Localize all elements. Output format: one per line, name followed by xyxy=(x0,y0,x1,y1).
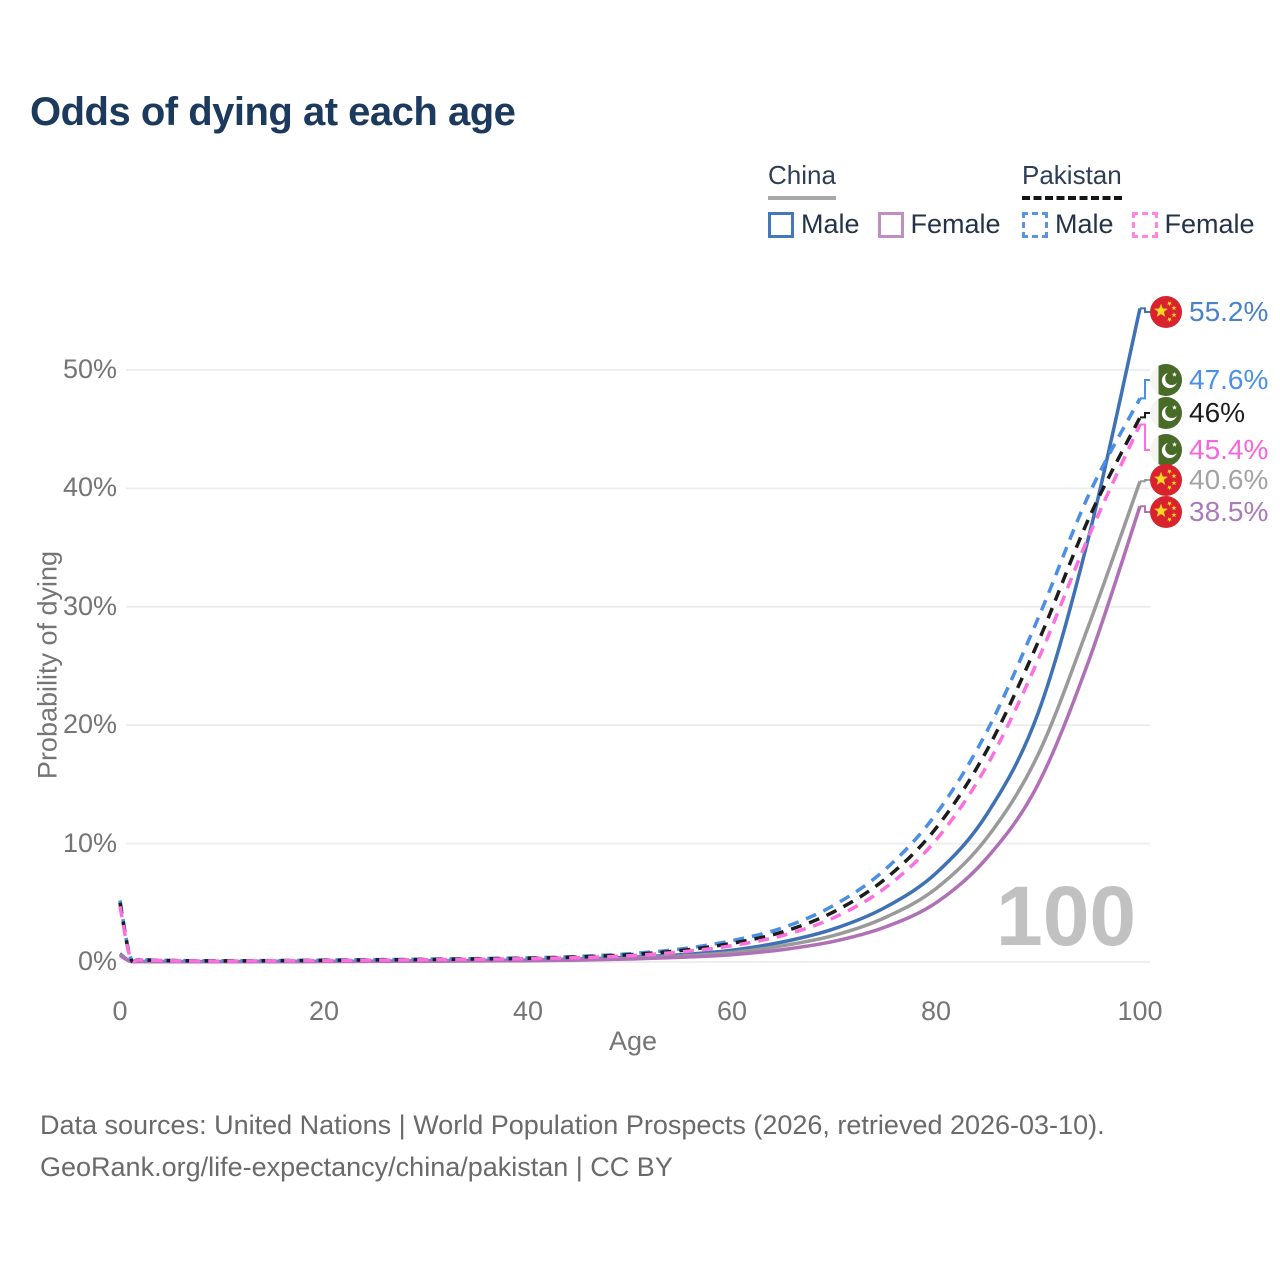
legend-group-pakistan: Pakistan Male Female xyxy=(1022,160,1273,240)
end-label-pakistan-male: 47.6% xyxy=(1150,364,1268,396)
page-title: Odds of dying at each age xyxy=(30,90,516,134)
legend-item-china-male[interactable]: Male xyxy=(768,209,860,240)
end-label-china-female: 38.5% xyxy=(1150,496,1268,528)
footer-license-line: GeoRank.org/life-expectancy/china/pakist… xyxy=(40,1152,673,1182)
label-connector xyxy=(1140,307,1150,313)
series-pakistan-female[interactable] xyxy=(118,423,1142,964)
label-connector xyxy=(1140,379,1150,400)
end-value: 55.2% xyxy=(1189,296,1269,327)
end-label-china-male: 55.2% xyxy=(1150,296,1268,328)
series-pakistan-male[interactable] xyxy=(118,397,1142,964)
x-tick-label: 80 xyxy=(920,996,952,1026)
legend-item-label: Female xyxy=(910,209,1001,239)
china-flag-icon xyxy=(1150,496,1182,528)
legend-heading-china: China xyxy=(768,160,836,200)
age-watermark: 100 xyxy=(996,869,1137,963)
pakistan-flag-icon xyxy=(1150,397,1182,429)
pakistan-male-swatch xyxy=(1022,211,1048,238)
y-tick-label: 50% xyxy=(62,354,117,384)
label-connector xyxy=(1140,479,1150,483)
y-axis-title: Probability of dying xyxy=(32,550,63,780)
end-value: 47.6% xyxy=(1189,364,1269,395)
china-female-swatch xyxy=(877,211,904,238)
legend-items-china: Male Female xyxy=(768,209,1019,240)
footer: Data sources: United Nations | World Pop… xyxy=(40,1104,1105,1188)
end-value: 45.4% xyxy=(1189,434,1269,465)
x-tick-label: 60 xyxy=(716,996,748,1026)
y-tick-label: 0% xyxy=(77,946,117,976)
legend-item-label: Female xyxy=(1164,209,1255,239)
x-tick-label: 20 xyxy=(308,996,340,1026)
china-flag-icon xyxy=(1150,296,1182,328)
label-connector xyxy=(1140,505,1150,513)
end-label-china-both: 40.6% xyxy=(1150,464,1268,496)
legend-item-pakistan-male[interactable]: Male xyxy=(1022,209,1114,240)
legend-heading-pakistan: Pakistan xyxy=(1022,160,1122,200)
end-label-pakistan-both: 46% xyxy=(1150,397,1245,429)
pakistan-female-swatch xyxy=(1131,211,1158,238)
y-tick-label: 30% xyxy=(62,590,117,621)
series-china-both[interactable] xyxy=(119,480,1142,964)
end-value: 46% xyxy=(1189,397,1246,428)
legend-item-china-female[interactable]: Female xyxy=(877,209,1001,240)
series-pakistan-both[interactable] xyxy=(118,416,1142,964)
end-value: 38.5% xyxy=(1189,496,1269,527)
china-flag-icon xyxy=(1150,464,1182,496)
pakistan-flag-icon xyxy=(1150,364,1182,396)
footer-source-line: Data sources: United Nations | World Pop… xyxy=(40,1110,1105,1140)
label-connector xyxy=(1140,412,1150,419)
series-china-male[interactable] xyxy=(118,308,1142,964)
legend-item-label: Male xyxy=(801,209,860,239)
end-label-pakistan-female: 45.4% xyxy=(1150,434,1268,466)
label-connector xyxy=(1140,423,1150,451)
legend-item-pakistan-female[interactable]: Female xyxy=(1131,209,1255,240)
end-value: 40.6% xyxy=(1189,464,1269,495)
legend-items-pakistan: Male Female xyxy=(1022,209,1273,240)
series-china-female[interactable] xyxy=(119,505,1142,964)
y-tick-label: 10% xyxy=(62,827,117,858)
x-tick-label: 100 xyxy=(1117,996,1163,1026)
pakistan-flag-icon xyxy=(1150,434,1182,466)
y-tick-label: 20% xyxy=(62,709,117,740)
legend-group-china: China Male Female xyxy=(768,160,1019,240)
y-tick-label: 40% xyxy=(62,472,117,503)
x-tick-label: 40 xyxy=(512,996,544,1026)
legend-item-label: Male xyxy=(1055,209,1114,239)
x-axis-title: Age xyxy=(608,1026,658,1056)
x-tick-label: 0 xyxy=(112,996,128,1026)
china-male-swatch xyxy=(768,211,794,238)
